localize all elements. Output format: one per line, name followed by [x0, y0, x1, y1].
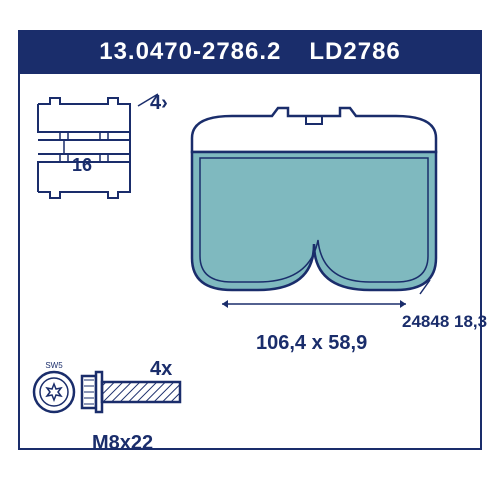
title-bar: 13.0470-2786.2 LD2786 [18, 30, 482, 74]
brake-pad-drawing [192, 108, 436, 308]
part-number: 13.0470-2786.2 [99, 38, 281, 66]
clip-drawing [38, 94, 158, 198]
bolt-drawing: SW5 [34, 361, 180, 412]
torx-mark: SW5 [45, 361, 63, 370]
model-code: LD2786 [309, 38, 400, 66]
diagram-svg: SW5 [18, 74, 482, 450]
